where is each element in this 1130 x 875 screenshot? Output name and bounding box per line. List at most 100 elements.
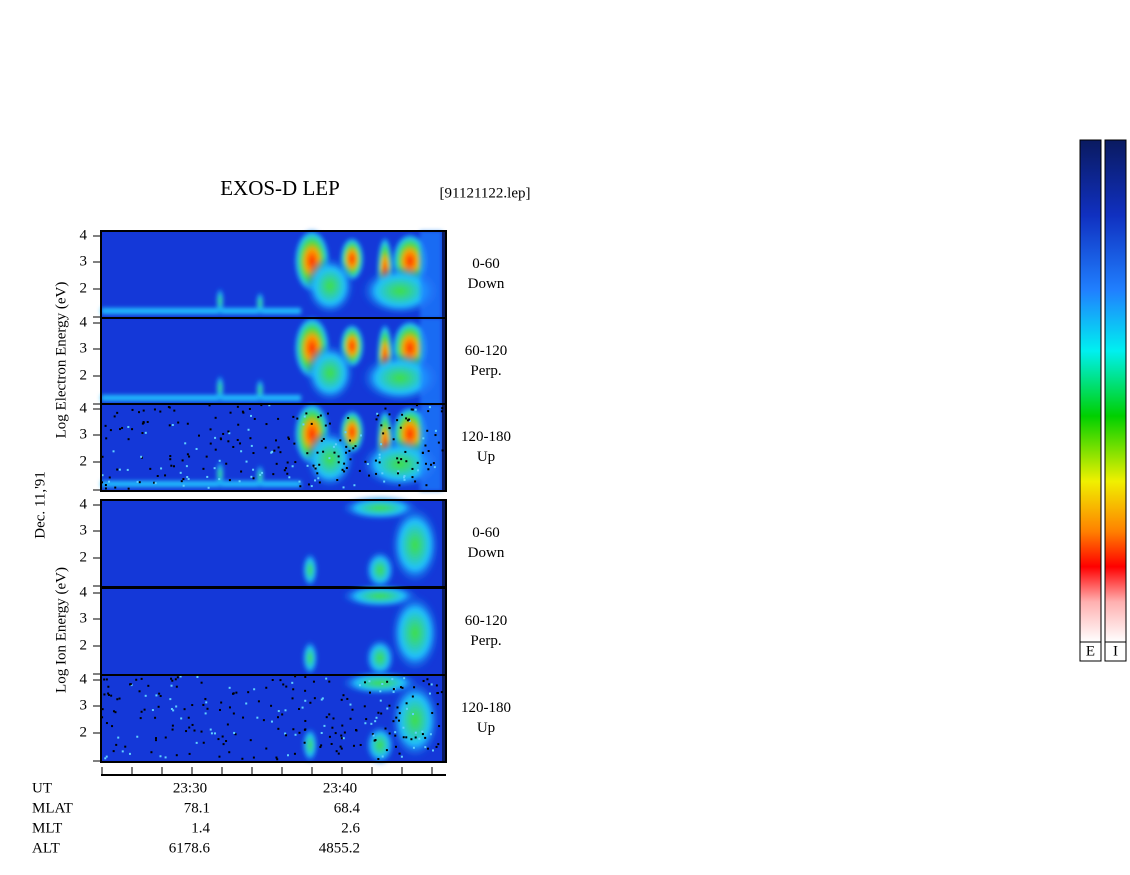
noise-pixel xyxy=(332,445,335,448)
noise-pixel xyxy=(304,675,307,678)
feature xyxy=(302,640,318,676)
noise-pixel xyxy=(342,737,345,740)
footer-row-name: UT xyxy=(32,780,52,796)
footer-value: 23:40 xyxy=(323,780,357,796)
noise-pixel xyxy=(396,419,399,422)
noise-pixel xyxy=(400,755,403,758)
noise-pixel xyxy=(112,750,115,753)
noise-pixel xyxy=(218,459,221,462)
noise-pixel xyxy=(431,711,434,714)
noise-pixel xyxy=(281,713,284,716)
noise-pixel xyxy=(229,411,232,414)
noise-pixel xyxy=(279,679,282,682)
spectrogram-features xyxy=(101,229,442,318)
y-tick-label: 3 xyxy=(80,522,88,538)
noise-pixel xyxy=(378,453,381,456)
noise-pixel xyxy=(108,480,111,483)
noise-pixel xyxy=(377,414,380,417)
noise-pixel xyxy=(304,699,307,702)
noise-pixel xyxy=(167,405,170,408)
noise-pixel xyxy=(252,756,255,759)
noise-pixel xyxy=(399,426,402,429)
noise-pixel xyxy=(364,681,367,684)
footer-value: 23:30 xyxy=(173,780,207,796)
noise-pixel xyxy=(286,472,289,475)
noise-pixel xyxy=(424,746,427,749)
noise-pixel xyxy=(437,743,440,746)
feature xyxy=(420,318,442,405)
noise-pixel xyxy=(343,470,346,473)
noise-pixel xyxy=(416,461,419,464)
noise-pixel xyxy=(173,409,176,412)
noise-pixel xyxy=(175,754,178,757)
noise-pixel xyxy=(344,431,347,434)
noise-pixel xyxy=(144,694,147,697)
noise-pixel xyxy=(191,723,194,726)
noise-pixel xyxy=(320,439,323,442)
y-tick-label: 4 xyxy=(80,671,88,687)
spectrogram-edge xyxy=(442,675,446,762)
noise-pixel xyxy=(107,685,110,688)
noise-pixel xyxy=(188,752,191,755)
channel-label: 120-180 xyxy=(461,700,511,716)
noise-pixel xyxy=(429,733,432,736)
noise-pixel xyxy=(426,747,429,750)
noise-pixel xyxy=(147,684,150,687)
noise-pixel xyxy=(341,468,344,471)
noise-pixel xyxy=(396,457,399,460)
noise-pixel xyxy=(403,677,406,680)
colorbar-electron xyxy=(1079,139,1102,643)
noise-pixel xyxy=(270,720,273,723)
noise-pixel xyxy=(155,737,158,740)
noise-pixel xyxy=(272,473,275,476)
noise-pixel xyxy=(271,679,274,682)
noise-pixel xyxy=(136,480,139,483)
noise-pixel xyxy=(127,487,130,490)
date-label: Dec. 11,'91 xyxy=(32,471,48,539)
noise-pixel xyxy=(214,732,217,735)
noise-pixel xyxy=(101,716,104,719)
noise-pixel xyxy=(322,450,325,453)
noise-pixel xyxy=(140,455,143,458)
noise-pixel xyxy=(104,424,107,427)
noise-pixel xyxy=(141,422,144,425)
noise-pixel xyxy=(288,476,291,479)
feature xyxy=(256,378,264,402)
noise-pixel xyxy=(124,745,127,748)
noise-pixel xyxy=(118,697,121,700)
feature xyxy=(390,593,440,673)
y-tick-label: 4 xyxy=(80,227,88,243)
feature xyxy=(101,308,301,314)
noise-pixel xyxy=(334,732,337,735)
noise-pixel xyxy=(383,480,386,483)
noise-pixel xyxy=(210,732,213,735)
noise-pixel xyxy=(298,480,301,483)
noise-pixel xyxy=(304,728,307,731)
noise-pixel xyxy=(168,424,171,427)
noise-pixel xyxy=(392,690,395,693)
noise-pixel xyxy=(342,694,345,697)
noise-pixel xyxy=(392,438,395,441)
noise-pixel xyxy=(397,719,400,722)
noise-pixel xyxy=(378,456,381,459)
spectrogram-panel: 4 3 2 0-60 Down xyxy=(80,496,505,590)
noise-pixel xyxy=(319,745,322,748)
noise-pixel xyxy=(335,750,338,753)
noise-pixel xyxy=(185,465,188,468)
noise-pixel xyxy=(228,479,231,482)
noise-pixel xyxy=(421,730,424,733)
noise-pixel xyxy=(298,708,301,711)
noise-pixel xyxy=(160,467,163,470)
noise-pixel xyxy=(186,453,189,456)
noise-pixel xyxy=(428,692,431,695)
noise-pixel xyxy=(318,481,321,484)
noise-pixel xyxy=(187,478,190,481)
noise-pixel xyxy=(159,755,162,758)
noise-pixel xyxy=(195,741,198,744)
noise-pixel xyxy=(218,478,221,481)
noise-pixel xyxy=(174,678,177,681)
noise-pixel xyxy=(140,677,143,680)
noise-pixel xyxy=(388,427,391,430)
y-tick-label: 2 xyxy=(80,280,88,296)
y-tick-label: 3 xyxy=(80,610,88,626)
